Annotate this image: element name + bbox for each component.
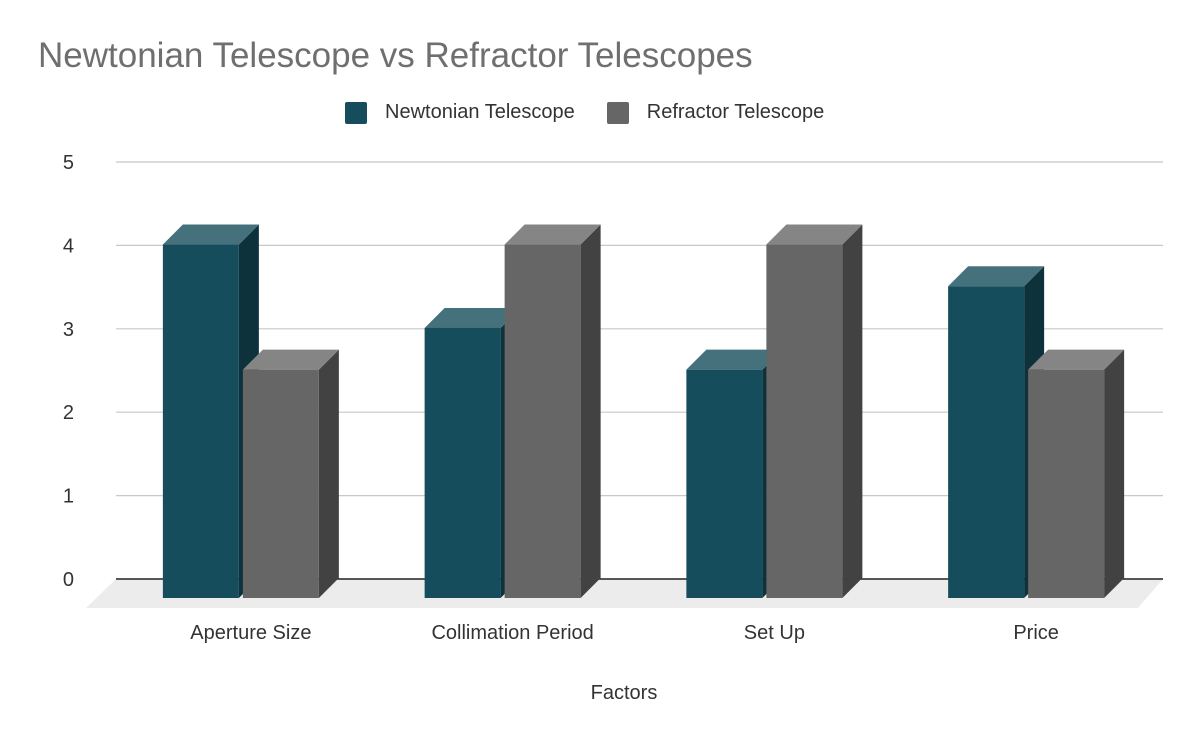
legend-label-refractor: Refractor Telescope: [646, 101, 825, 123]
bar-top: [242, 349, 339, 370]
bar-front: [948, 286, 1025, 598]
bar-front: [162, 244, 239, 599]
legend: Newtonian Telescope Refractor Telescope: [345, 101, 856, 124]
y-tick-label: 5: [63, 152, 74, 174]
bar-side: [580, 224, 601, 599]
x-tick-label: Collimation Period: [431, 622, 593, 644]
bar-front: [686, 369, 763, 598]
x-axis-title: Factors: [591, 682, 658, 704]
bar-top: [1028, 349, 1125, 370]
bar[interactable]: [242, 349, 339, 598]
y-tick-label: 3: [63, 319, 74, 341]
bar[interactable]: [766, 224, 863, 599]
y-tick-label: 4: [63, 235, 74, 257]
bar-front: [242, 369, 319, 598]
y-tick-label: 2: [63, 402, 74, 424]
chart-floor: [86, 579, 1163, 608]
bar-top: [948, 266, 1045, 287]
bar-side: [318, 349, 339, 598]
legend-label-newtonian: Newtonian Telescope: [385, 101, 575, 123]
bar-top: [766, 224, 863, 245]
bar-top: [686, 349, 783, 370]
bar-front: [766, 244, 843, 599]
bar[interactable]: [1028, 349, 1125, 598]
bar-front: [424, 327, 501, 598]
bar-side: [842, 224, 863, 599]
x-tick-label: Set Up: [744, 622, 805, 644]
x-tick-label: Aperture Size: [190, 622, 311, 644]
y-tick-label: 0: [63, 569, 74, 591]
legend-item-refractor[interactable]: Refractor Telescope: [606, 101, 825, 124]
chart-title: Newtonian Telescope vs Refractor Telesco…: [38, 36, 753, 75]
bar-top: [504, 224, 601, 245]
bar-front: [1028, 369, 1105, 598]
bar-top: [162, 224, 259, 245]
y-tick-label: 1: [63, 486, 74, 508]
x-tick-label: Price: [1013, 622, 1059, 644]
legend-item-newtonian[interactable]: Newtonian Telescope: [345, 101, 575, 124]
bar-side: [1104, 349, 1125, 598]
legend-swatch-newtonian: [345, 101, 367, 124]
bar-top: [424, 307, 521, 328]
bar-front: [504, 244, 581, 599]
bar[interactable]: [948, 266, 1045, 598]
legend-swatch-refractor: [606, 101, 629, 124]
bar[interactable]: [504, 224, 601, 599]
